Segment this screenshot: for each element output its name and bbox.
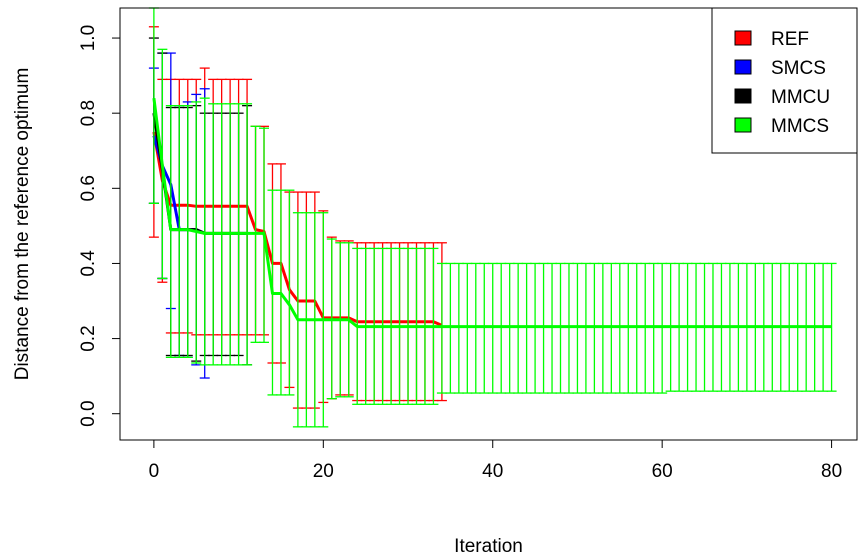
- error-bar: [445, 262, 456, 394]
- legend-item-ref: REF: [734, 29, 809, 50]
- y-tick-label: 0.4: [78, 250, 99, 277]
- error-bar: [623, 262, 634, 394]
- x-tick-label: 20: [313, 461, 334, 482]
- y-axis-title: Distance from the reference optimum: [12, 68, 33, 381]
- error-bar: [165, 105, 176, 359]
- error-bar: [453, 262, 464, 394]
- error-bar: [648, 262, 659, 394]
- legend-item-mmcu: MMCU: [734, 87, 830, 108]
- y-axis: 0.0 0.2 0.4 0.6 0.8 1.0: [78, 25, 120, 427]
- legend-swatch: [734, 30, 752, 46]
- error-bar: [614, 262, 625, 394]
- y-tick-label: 0.8: [78, 100, 99, 126]
- legend-label: MMCS: [771, 116, 829, 137]
- x-tick-label: 0: [149, 461, 160, 482]
- plot-layer: [148, 7, 837, 428]
- error-bar: [284, 189, 295, 396]
- error-bar: [470, 262, 481, 394]
- legend-swatch: [734, 59, 752, 75]
- x-axis: 0 20 40 60 80: [149, 440, 842, 482]
- error-bar: [513, 262, 524, 394]
- error-bar: [436, 262, 447, 394]
- error-bar: [640, 262, 651, 394]
- series-line-mmcs: [152, 98, 832, 329]
- plot-frame: [119, 7, 858, 441]
- error-bar: [504, 262, 515, 394]
- error-bar: [547, 262, 558, 394]
- error-bar: [631, 262, 642, 394]
- series-mmcu: [148, 37, 253, 366]
- legend-item-mmcs: MMCS: [734, 116, 829, 137]
- error-bar: [487, 262, 498, 394]
- error-bar: [606, 262, 617, 394]
- error-bar: [182, 105, 193, 359]
- x-tick-label: 40: [482, 461, 503, 482]
- series-mmcs: [148, 7, 837, 428]
- legend: REF SMCS MMCU MMCS: [711, 7, 858, 154]
- legend-item-smcs: SMCS: [734, 58, 826, 79]
- error-bar: [563, 262, 574, 394]
- error-bar: [597, 262, 608, 394]
- error-bar: [174, 105, 185, 359]
- error-bar: [555, 262, 566, 394]
- y-tick-label: 0.0: [78, 400, 99, 426]
- y-tick-label: 0.2: [78, 325, 99, 351]
- error-bar: [530, 262, 541, 394]
- error-bar: [572, 262, 583, 394]
- error-bar: [538, 262, 549, 394]
- y-tick-label: 0.6: [78, 175, 99, 201]
- error-bar: [199, 97, 210, 366]
- legend-label: SMCS: [771, 58, 826, 79]
- x-tick-label: 60: [652, 461, 673, 482]
- y-tick-label: 1.0: [78, 25, 99, 51]
- x-axis-title: Iteration: [454, 536, 523, 557]
- error-bar: [462, 262, 473, 394]
- x-tick-label: 80: [821, 461, 842, 482]
- legend-label: REF: [771, 29, 809, 50]
- legend-swatch: [734, 88, 752, 104]
- error-bar: [496, 262, 507, 394]
- error-bar: [580, 262, 591, 394]
- error-bar: [657, 262, 668, 394]
- error-bar: [589, 262, 600, 394]
- error-bar: [521, 262, 532, 394]
- legend-swatch: [734, 117, 752, 133]
- legend-label: MMCU: [771, 87, 830, 108]
- error-bar: [479, 262, 490, 394]
